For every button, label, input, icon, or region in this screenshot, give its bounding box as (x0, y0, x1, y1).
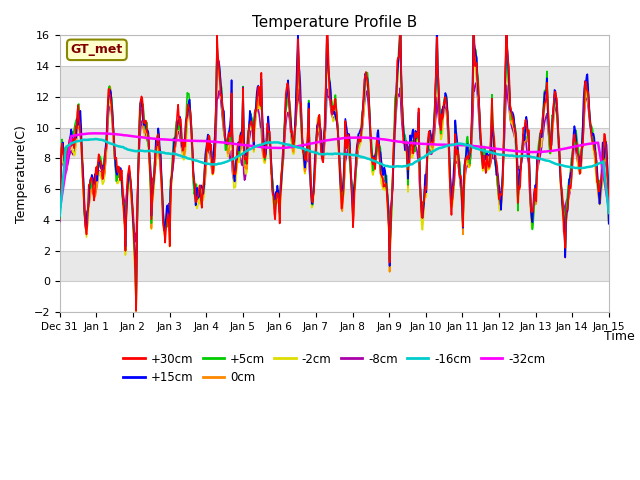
Bar (60, 97, 609, 128)
Title: Temperature Profile B: Temperature Profile B (252, 15, 417, 30)
Bar (60, 220, 609, 251)
Bar (60, 128, 609, 158)
Text: GT_met: GT_met (71, 43, 123, 56)
Bar (60, 189, 609, 220)
Bar (60, 158, 609, 189)
X-axis label: Time: Time (604, 330, 635, 343)
Bar (60, 36, 609, 66)
Bar (60, 251, 609, 281)
Y-axis label: Temperature(C): Temperature(C) (15, 125, 28, 223)
Bar (60, 66, 609, 97)
Bar (60, 281, 609, 312)
Legend: +30cm, +15cm, +5cm, 0cm, -2cm, -8cm, -16cm, -32cm: +30cm, +15cm, +5cm, 0cm, -2cm, -8cm, -16… (119, 348, 550, 389)
